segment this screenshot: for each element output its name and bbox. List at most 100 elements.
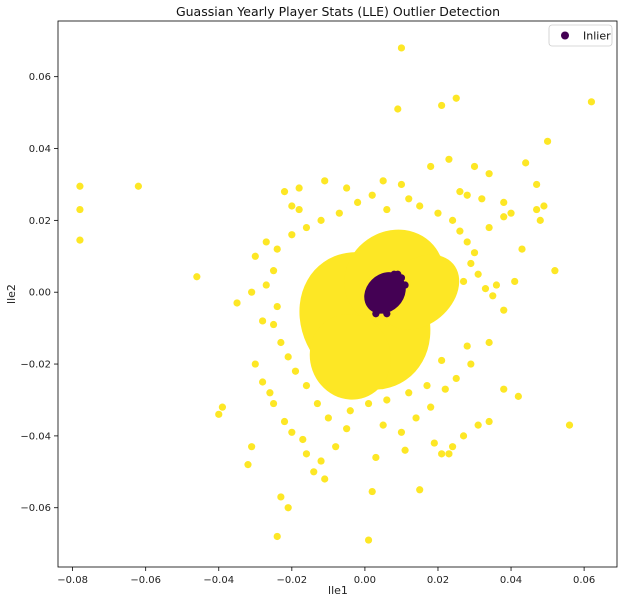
outlier-point: [434, 209, 442, 217]
x-axis: −0.08 −0.06 −0.04 −0.02 0.00 0.02 0.04 0.06: [57, 567, 595, 586]
outlier-point: [269, 399, 278, 408]
outlier-point: [511, 277, 519, 286]
outlier-point: [368, 191, 376, 199]
outlier-point: [343, 425, 351, 433]
outlier-point: [467, 259, 475, 268]
outlier-point: [423, 381, 431, 390]
outlier-point: [474, 270, 482, 278]
x-tick-label: 0.04: [500, 575, 522, 586]
outlier-point: [76, 182, 84, 190]
outlier-point: [368, 487, 376, 496]
outlier-point: [332, 443, 340, 451]
outlier-point: [266, 389, 274, 397]
outlier-point: [251, 360, 259, 368]
x-tick-label: 0.06: [573, 575, 595, 586]
outlier-point: [438, 356, 446, 365]
outlier-point: [507, 209, 515, 217]
outlier-point: [438, 450, 446, 458]
outlier-point: [288, 202, 296, 210]
outlier-point: [383, 396, 391, 404]
outlier-point: [269, 320, 278, 329]
outlier-point: [288, 428, 296, 436]
outlier-point: [302, 381, 311, 390]
outlier-point: [416, 486, 424, 494]
outlier-point: [478, 195, 486, 203]
x-tick-label: 0.00: [354, 575, 376, 586]
outlier-point: [394, 105, 402, 113]
outlier-point: [284, 504, 292, 512]
x-axis-label: lle1: [328, 584, 348, 597]
outlier-point: [463, 238, 471, 246]
outlier-point: [134, 182, 142, 190]
outlier-point: [485, 223, 493, 232]
outlier-point: [335, 209, 343, 217]
outlier-point: [456, 188, 464, 196]
legend-box: [548, 24, 613, 47]
legend-marker-inlier: [561, 31, 569, 40]
outlier-point: [485, 417, 493, 426]
outlier-point: [522, 159, 530, 167]
x-tick-label: −0.06: [130, 575, 161, 586]
outlier-point: [244, 461, 252, 469]
outlier-cloud-blob: [309, 314, 391, 400]
outlier-point: [277, 493, 285, 501]
y-tick-label: 0.00: [29, 288, 51, 299]
outlier-point: [397, 44, 406, 52]
outlier-point: [313, 399, 322, 408]
outlier-point: [463, 342, 471, 350]
outlier-point: [445, 450, 453, 458]
y-tick-label: 0.02: [29, 216, 51, 227]
x-tick-label: −0.08: [57, 575, 88, 586]
outlier-point: [288, 231, 296, 239]
outlier-point: [459, 432, 468, 440]
outlier-point: [218, 403, 227, 411]
outlier-point: [412, 414, 420, 422]
outlier-point: [438, 101, 446, 110]
outlier-point: [295, 205, 303, 214]
outlier-point: [485, 338, 493, 347]
outlier-point: [427, 162, 435, 171]
outlier-point: [456, 227, 464, 235]
outlier-point: [321, 475, 329, 483]
outlier-point: [540, 202, 548, 210]
y-axis-label: lle2: [5, 284, 18, 304]
outlier-point: [310, 468, 318, 476]
outlier-point: [259, 378, 267, 386]
outlier-point: [533, 180, 541, 189]
outlier-point: [280, 417, 289, 426]
outlier-point: [492, 281, 501, 289]
outlier-point: [379, 177, 387, 185]
outlier-point: [463, 191, 471, 199]
y-axis: −0.06 −0.04 −0.02 0.00 0.02 0.04 0.06: [20, 72, 58, 514]
outlier-point: [233, 299, 241, 307]
outlier-point: [405, 195, 413, 203]
outlier-point: [273, 532, 281, 541]
outlier-point: [474, 421, 482, 429]
y-tick-label: 0.06: [29, 72, 51, 83]
outlier-point: [452, 94, 460, 102]
outlier-point: [500, 213, 508, 221]
x-tick-label: −0.04: [203, 575, 234, 586]
outlier-point: [543, 137, 552, 145]
legend: Inlier: [548, 24, 613, 47]
outlier-point: [317, 216, 325, 224]
outlier-point: [262, 281, 270, 289]
outlier-point: [273, 302, 281, 311]
outlier-point: [248, 288, 256, 296]
outlier-point: [467, 360, 475, 368]
outlier-point: [441, 385, 449, 393]
outlier-point: [587, 98, 596, 106]
outlier-point: [364, 536, 373, 544]
outlier-point: [405, 389, 413, 397]
inlier-density-cloud: [364, 272, 406, 314]
outlier-point: [448, 443, 457, 451]
outlier-point: [397, 180, 406, 189]
y-tick-label: −0.04: [20, 431, 51, 442]
outlier-point: [277, 338, 285, 347]
outlier-point: [302, 223, 311, 232]
outlier-point: [317, 457, 325, 465]
outlier-point: [397, 428, 406, 436]
outlier-point: [448, 216, 457, 224]
outlier-point: [259, 317, 267, 325]
outlier-point: [284, 353, 292, 361]
